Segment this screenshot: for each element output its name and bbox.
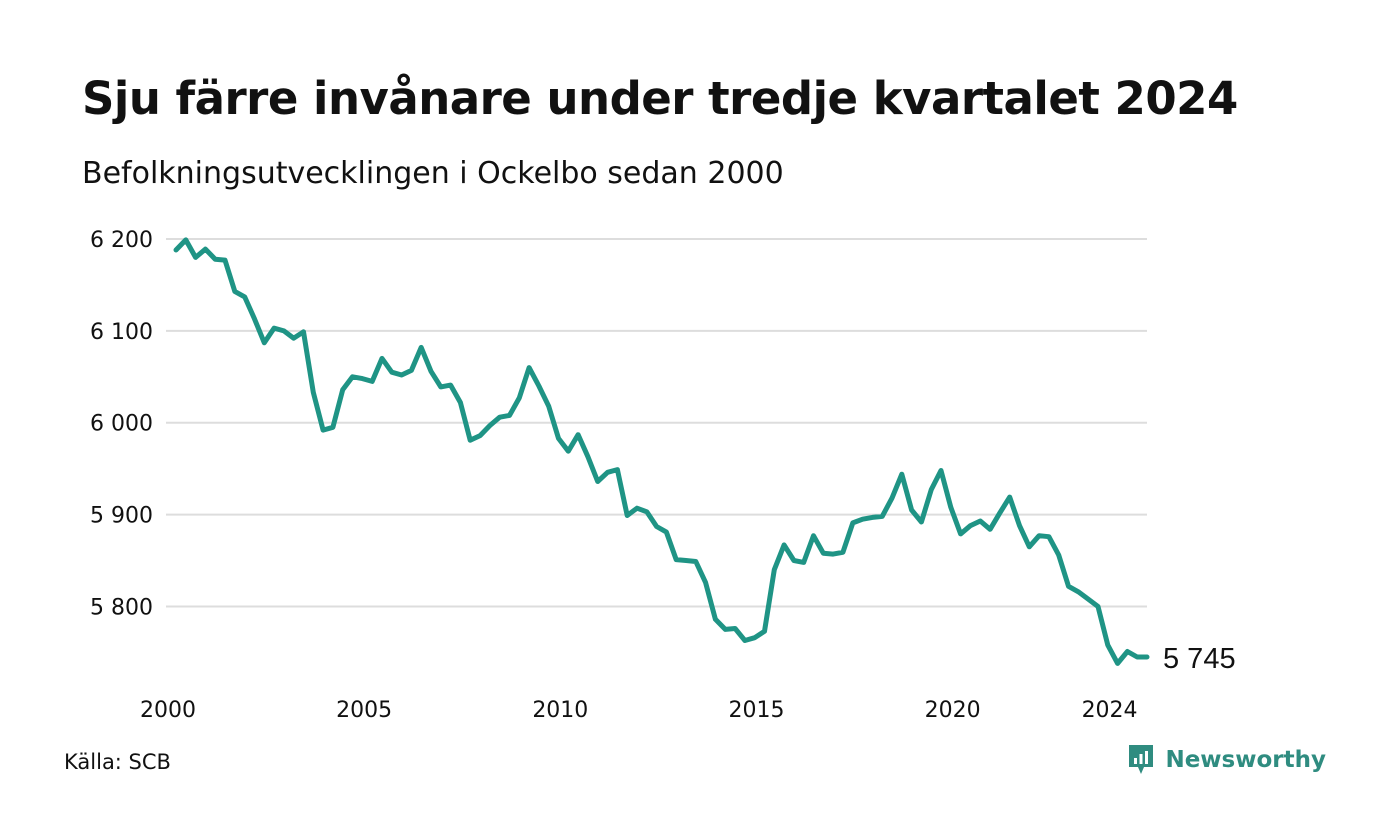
x-tick-label: 2010 [532,698,588,723]
series-line [173,237,1150,666]
x-tick-label: 2015 [728,698,784,723]
chart-title: Sju färre invånare under tredje kvartale… [82,72,1238,125]
y-tick-label: 6 100 [90,320,153,345]
gridlines [166,238,1147,608]
y-tick-label: 5 900 [90,504,153,529]
x-tick-label: 2000 [140,698,196,723]
y-tick-label: 6 200 [90,228,153,253]
end-label-layer: 5 745 [1163,643,1236,675]
source-note: Källa: SCB [64,750,171,774]
chart-subtitle: Befolkningsutvecklingen i Ockelbo sedan … [82,156,784,191]
brand-logo[interactable]: Newsworthy [1127,743,1326,777]
x-tick-label: 2020 [925,698,981,723]
brand-name: Newsworthy [1165,747,1326,773]
y-tick-label: 5 800 [90,595,153,620]
y-axis-ticks: 6 200 6 100 6 000 5 900 5 800 [90,228,153,620]
x-axis-ticks: 2000 2005 2010 2015 2020 2024 [140,698,1138,723]
last-value-label: 5 745 [1163,643,1236,675]
x-tick-label: 2024 [1082,698,1138,723]
x-tick-label: 2005 [336,698,392,723]
y-tick-label: 6 000 [90,412,153,437]
newsworthy-logo-icon [1129,745,1154,774]
series-layer [173,237,1150,666]
